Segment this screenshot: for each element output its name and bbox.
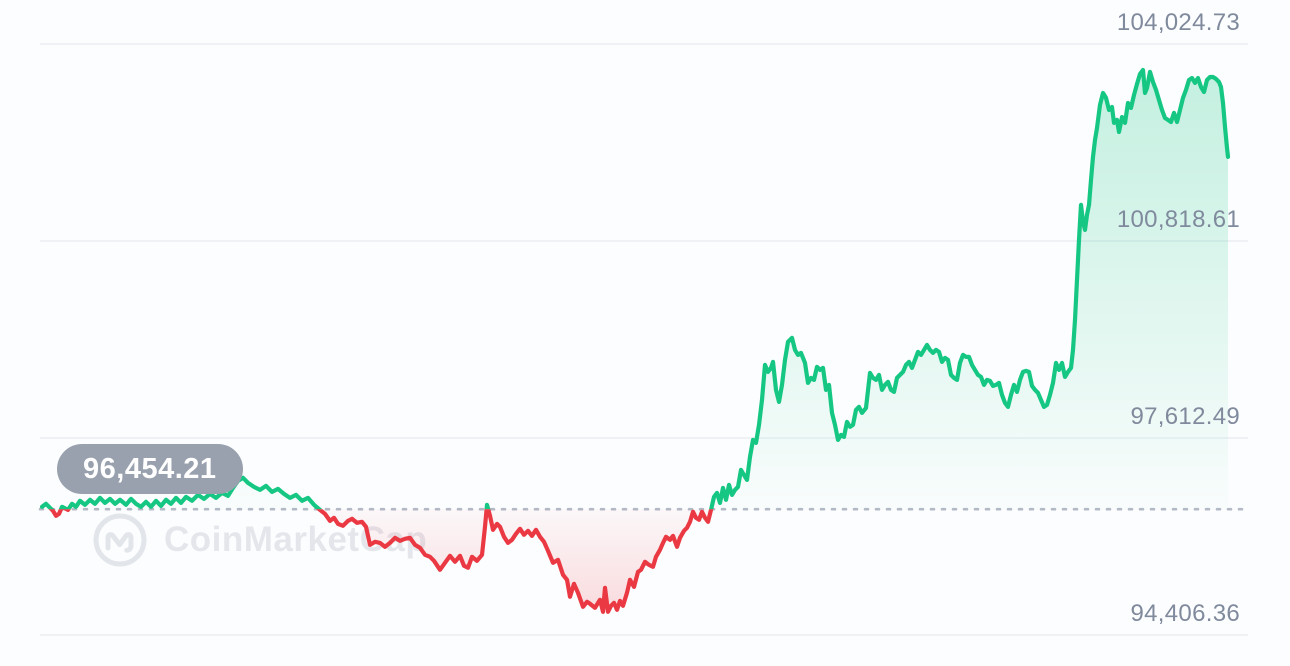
price-line-down bbox=[48, 509, 714, 614]
y-axis-label-3: 94,406.36 bbox=[1130, 600, 1240, 627]
coinmarketcap-logo-icon bbox=[93, 513, 147, 567]
area-fill-down bbox=[51, 509, 712, 612]
y-axis-label-1: 100,818.61 bbox=[1116, 206, 1240, 233]
price-tooltip-value: 96,454.21 bbox=[83, 452, 217, 485]
y-axis-label-0: 104,024.73 bbox=[1116, 9, 1240, 36]
area-fill-up bbox=[42, 70, 1228, 510]
price-tooltip-badge: 96,454.21 bbox=[57, 444, 243, 494]
price-line-up bbox=[39, 67, 1231, 510]
y-axis-label-2: 97,612.49 bbox=[1130, 403, 1240, 430]
